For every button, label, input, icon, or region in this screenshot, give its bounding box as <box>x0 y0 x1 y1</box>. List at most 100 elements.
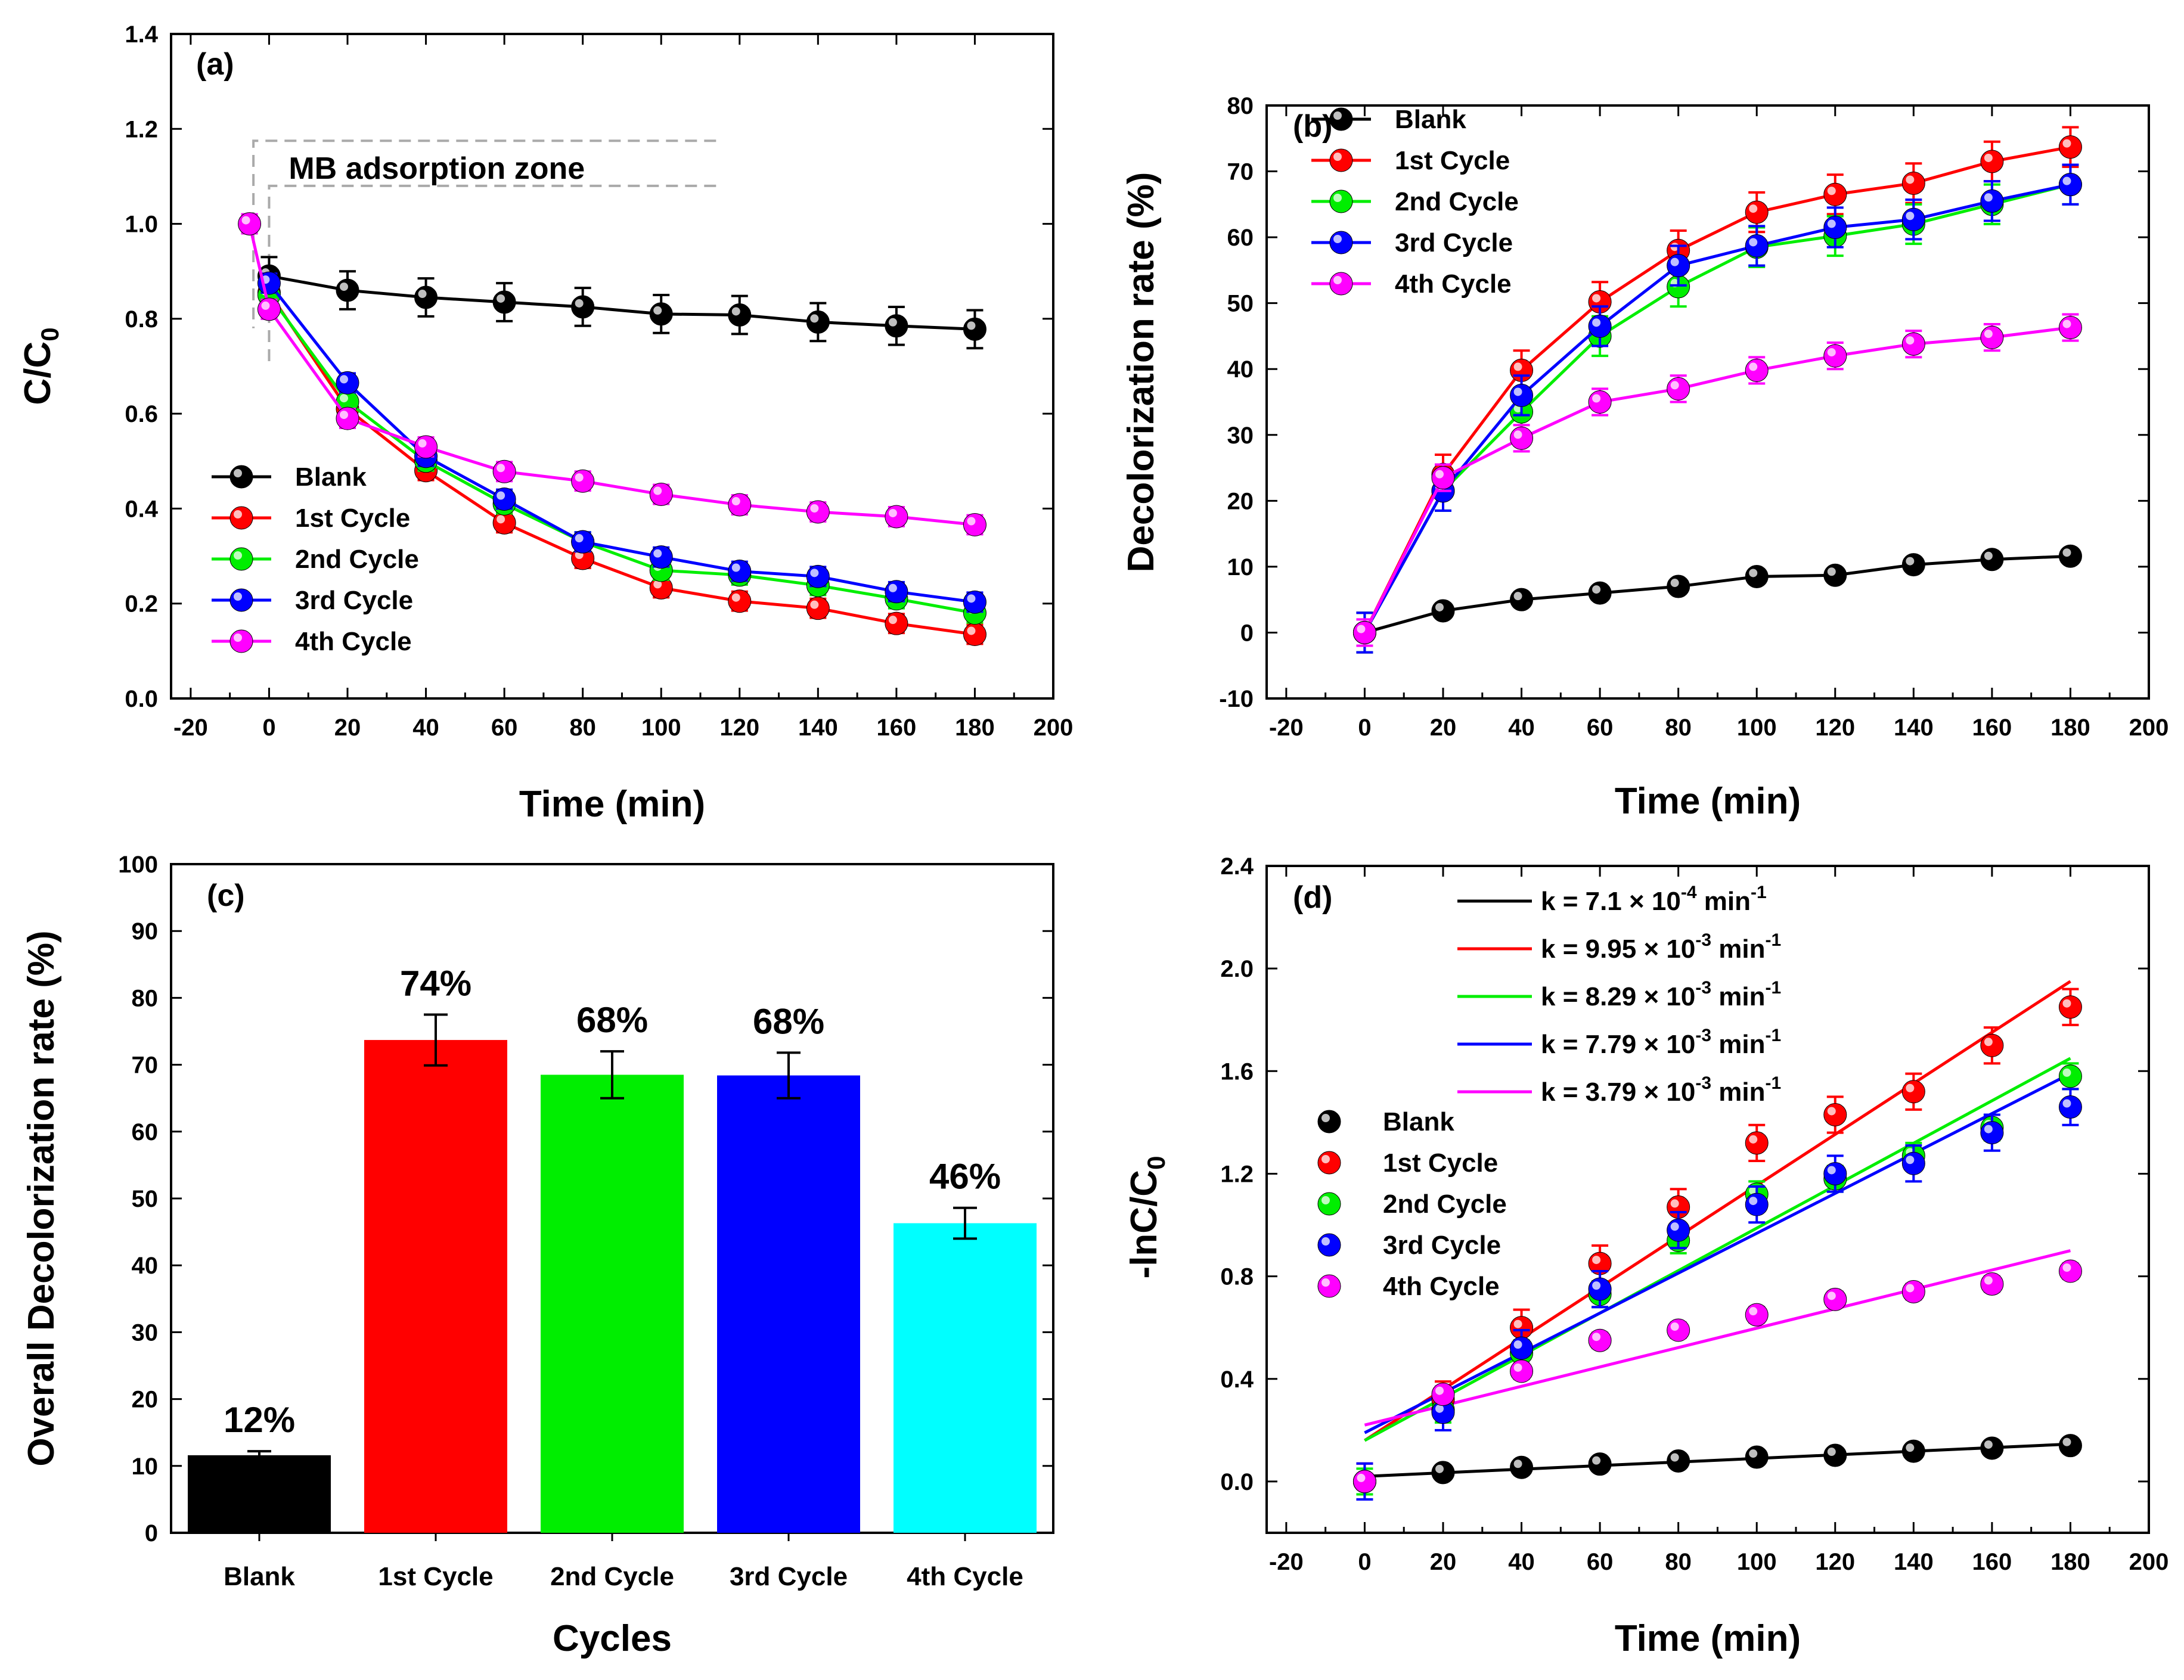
legend-marker-highlight <box>1333 111 1342 120</box>
data-point <box>1823 1162 1847 1185</box>
x-tick-label: Blank <box>224 1562 295 1591</box>
data-point <box>649 483 673 507</box>
data-point-body <box>1745 1303 1769 1327</box>
series-line <box>268 291 975 636</box>
y-axis-label: Overall Decolorization rate (%) <box>21 930 62 1466</box>
panel-a: -20 0 20 40 60 80 100 120 140 160 180 200 0.0 0.2 0.4 0… <box>17 21 1073 825</box>
data-point-highlight <box>1749 1135 1758 1144</box>
x-tick-label: 20 <box>1430 1549 1457 1575</box>
legend-marker-highlight <box>234 469 242 477</box>
data-point <box>1901 1280 1925 1303</box>
legend-label: Blank <box>295 462 367 492</box>
data-point <box>257 297 281 321</box>
y-axis-label: -lnC/C0 <box>1124 1156 1170 1279</box>
fit-unit-exponent: -1 <box>1765 930 1781 950</box>
x-tick-label: 120 <box>1815 715 1855 741</box>
y-tick-label: 1.2 <box>1220 1161 1254 1187</box>
y-tick-label: 0.0 <box>125 686 158 712</box>
data-point-highlight <box>1827 187 1836 195</box>
data-point <box>1745 234 1769 257</box>
y-tick-label: 50 <box>132 1186 159 1212</box>
data-point-body <box>1745 1193 1769 1216</box>
data-point-body <box>1823 344 1847 368</box>
data-point <box>1588 1252 1612 1275</box>
data-point-highlight <box>575 534 584 543</box>
fit-exponent: -4 <box>1681 883 1697 902</box>
data-point-body <box>1823 216 1847 240</box>
data-point-body <box>1901 1439 1925 1463</box>
x-tick-label: -20 <box>1269 1549 1304 1575</box>
legend-marker <box>229 588 253 612</box>
data-point <box>806 597 830 620</box>
y-tick-label: 20 <box>132 1387 159 1413</box>
data-point-body <box>1980 150 2004 173</box>
x-tick-label: 0 <box>1358 1549 1371 1575</box>
data-point-highlight <box>731 497 740 506</box>
legend-marker-highlight <box>1321 1237 1330 1246</box>
bar <box>894 1223 1037 1533</box>
data-point <box>1431 466 1455 490</box>
data-point <box>336 371 359 395</box>
y-tick-label: 30 <box>1227 423 1254 449</box>
data-point <box>492 487 516 511</box>
data-point <box>2058 995 2082 1019</box>
data-point <box>1588 1452 1612 1476</box>
data-point-body <box>2058 173 2082 197</box>
data-point-highlight <box>340 411 348 420</box>
legend-marker-highlight <box>234 592 242 601</box>
data-point-body <box>1901 1280 1925 1303</box>
data-point-highlight <box>497 294 505 303</box>
data-point-highlight <box>2062 1437 2071 1446</box>
bar <box>364 1040 507 1533</box>
data-point-highlight <box>810 504 819 513</box>
legend-label: 4th Cycle <box>1383 1272 1500 1301</box>
y-tick-label: 0.4 <box>125 496 158 522</box>
data-point-body <box>1745 200 1769 224</box>
data-point <box>728 303 752 327</box>
data-point-highlight <box>1827 1166 1836 1175</box>
data-point <box>1431 1400 1455 1424</box>
data-point-highlight <box>810 600 819 609</box>
data-point <box>336 406 359 430</box>
data-point <box>1901 1439 1925 1463</box>
data-point-highlight <box>1435 470 1444 479</box>
fit-line <box>1364 1057 2071 1442</box>
legend-marker <box>229 547 253 571</box>
data-point-highlight <box>1513 362 1522 371</box>
x-tick-label: 100 <box>1737 715 1777 741</box>
data-point-highlight <box>418 439 427 448</box>
data-point <box>1745 358 1769 382</box>
data-point-body <box>885 611 908 635</box>
data-point <box>1431 599 1455 623</box>
panel-label: (d) <box>1293 880 1332 915</box>
x-tick-label: -20 <box>1269 715 1304 741</box>
data-point-body <box>1431 1383 1455 1406</box>
y-tick-label: 0.2 <box>125 591 158 617</box>
x-tick-label: 40 <box>412 715 439 741</box>
data-point <box>2058 1434 2082 1458</box>
data-point <box>1980 548 2004 572</box>
x-tick-label: 100 <box>1737 1549 1777 1575</box>
data-point-body <box>1823 1287 1847 1311</box>
legend-marker <box>1317 1151 1341 1175</box>
data-point-body <box>1901 1080 1925 1104</box>
legend-marker-highlight <box>1333 153 1342 161</box>
fit-line <box>1364 1249 2071 1427</box>
data-point-highlight <box>1592 1333 1601 1341</box>
data-point <box>1352 1470 1376 1493</box>
series-4th-cycle <box>1352 1259 2082 1493</box>
data-point-body <box>2058 995 2082 1019</box>
legend-marker <box>1329 190 1353 213</box>
series-line <box>268 274 975 331</box>
data-point-highlight <box>1984 193 1993 202</box>
data-point <box>1588 390 1612 414</box>
y-tick-label: 90 <box>132 918 159 945</box>
data-point-highlight <box>888 616 897 625</box>
panel-label: (c) <box>207 878 245 913</box>
data-point <box>885 580 908 604</box>
data-point-highlight <box>2062 139 2071 148</box>
data-point-highlight <box>653 486 662 495</box>
data-point-highlight <box>1592 1456 1601 1465</box>
fit-exponent: -3 <box>1695 978 1711 998</box>
x-tick-label: 180 <box>955 715 995 741</box>
